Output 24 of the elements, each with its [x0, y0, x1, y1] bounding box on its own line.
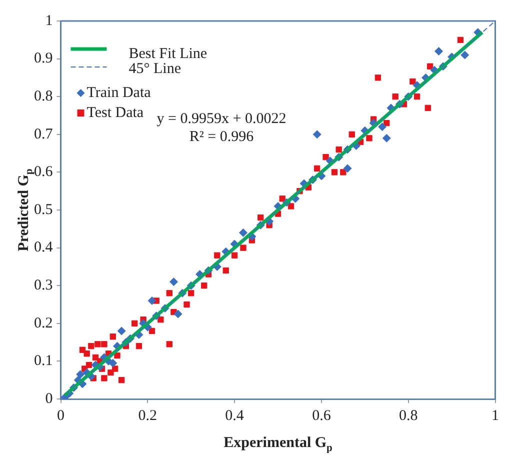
x-tick-label: 1: [492, 408, 499, 424]
y-tick-label: 0.6: [34, 164, 54, 180]
legend-label: Test Data: [86, 104, 144, 121]
y-tick-label: 0.1: [34, 353, 53, 370]
x-tick-label: 0.6: [312, 408, 332, 424]
y-axis-title: Predicted Gp: [16, 168, 35, 252]
annotation: y = 0.9959x + 0.0022: [156, 111, 286, 128]
annotation: R² = 0.996: [189, 129, 254, 146]
y-tick-label: 0.7: [34, 126, 54, 142]
x-tick-label: 0.8: [398, 408, 418, 424]
legend-label: Best Fit Line: [128, 46, 208, 62]
legend-label: Train Data: [86, 84, 152, 101]
y-tick-label: 0.2: [34, 315, 53, 332]
x-tick-label: 0.2: [138, 408, 158, 424]
x-tick-label: 0.4: [225, 408, 244, 424]
y-tick-label: 0.5: [34, 202, 53, 218]
y-tick-label: 0.3: [34, 278, 53, 294]
y-tick-label: 0.4: [34, 240, 54, 256]
x-tick-label: 0: [57, 408, 64, 424]
legend-label: 45° Line: [128, 60, 182, 77]
y-tick-label: 0: [45, 390, 53, 407]
y-tick-label: 0.9: [34, 50, 53, 67]
y-tick-label: 0.8: [34, 88, 53, 105]
y-tick-label: 1: [45, 12, 53, 29]
